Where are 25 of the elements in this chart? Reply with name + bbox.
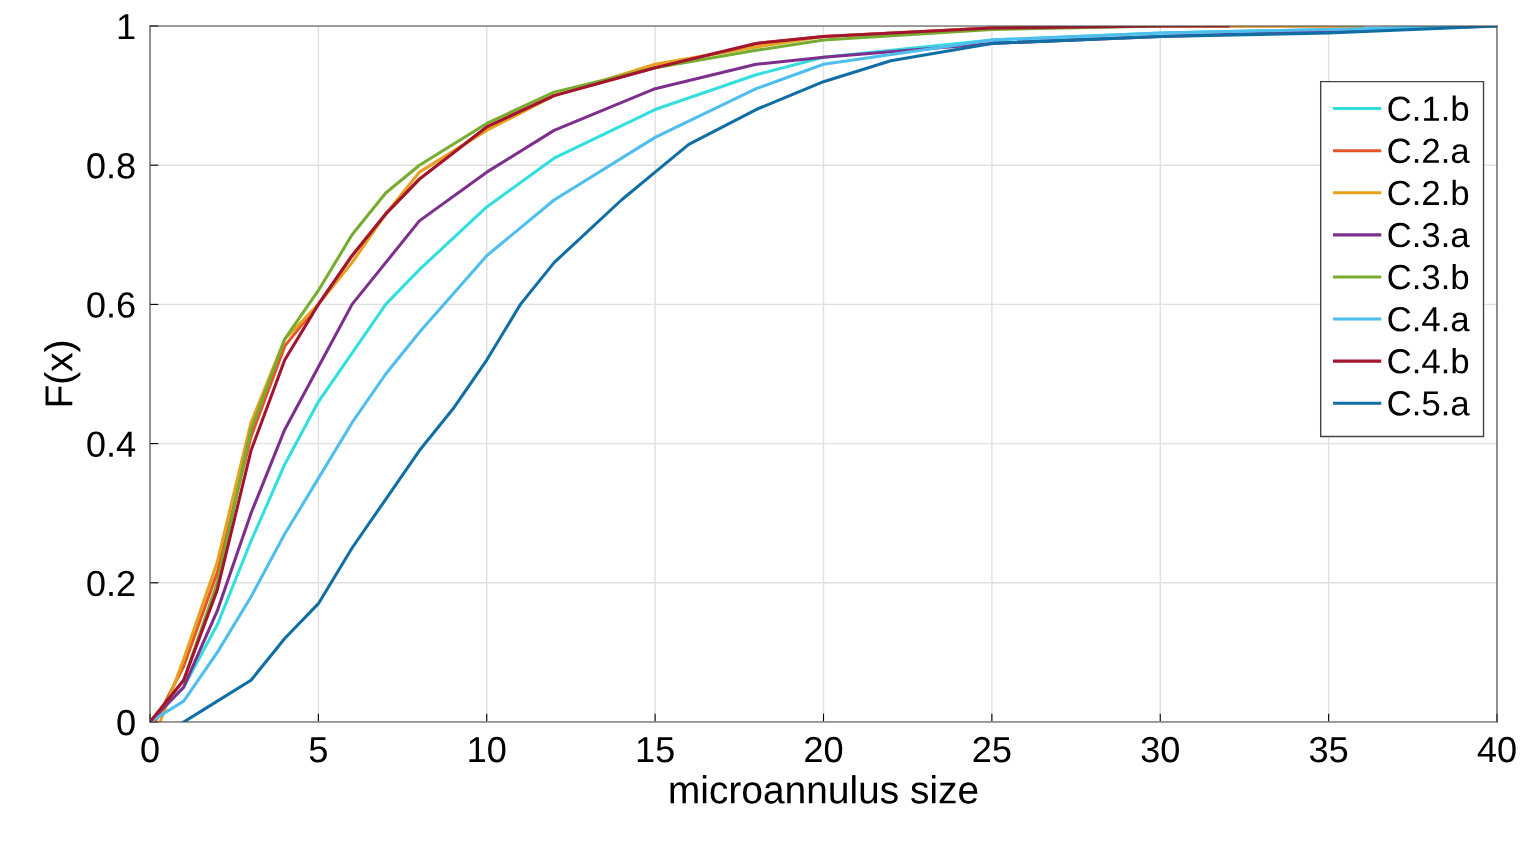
legend-label: C.2.b: [1388, 179, 1469, 206]
x-axis-title: microannulus size: [670, 775, 978, 804]
x-tick-label: 0: [141, 736, 159, 763]
y-tick-label: 0.4: [87, 431, 136, 458]
legend-label: C.3.a: [1388, 222, 1470, 248]
x-tick-label: 15: [637, 737, 674, 763]
legend-label: C.3.b: [1388, 263, 1469, 290]
legend-label: C.5.a: [1388, 391, 1470, 416]
legend-label: C.4.a: [1388, 306, 1470, 332]
legend-label: C.4.b: [1388, 348, 1469, 374]
y-tick-label: 0: [117, 709, 135, 736]
x-tick-label: 10: [469, 736, 506, 763]
legend-label: C.1.b: [1388, 95, 1469, 122]
y-tick-label: 0.8: [87, 153, 135, 179]
y-tick-label: 0.2: [87, 570, 135, 597]
y-tick-label: 1: [118, 14, 135, 40]
x-tick-label: 25: [973, 736, 1011, 763]
legend-label: C.2.a: [1388, 138, 1470, 164]
x-tick-label: 20: [805, 736, 843, 763]
x-tick-label: 30: [1141, 736, 1179, 763]
y-tick-label: 0.6: [87, 292, 135, 318]
x-tick-label: 40: [1477, 736, 1516, 763]
x-tick-label: 5: [309, 737, 327, 763]
x-tick-label: 35: [1309, 736, 1348, 763]
y-axis-title: F(x): [44, 341, 81, 406]
